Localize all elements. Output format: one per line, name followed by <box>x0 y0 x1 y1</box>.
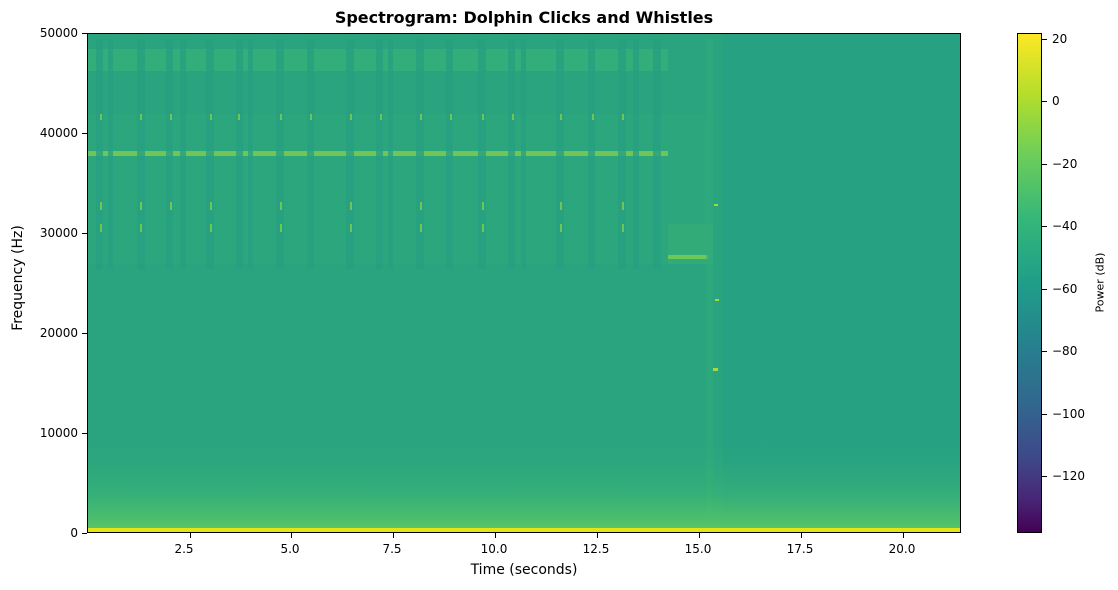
colorbar-label: Power (dB) <box>1093 252 1107 313</box>
y-tick-mark <box>82 433 87 434</box>
chart-title: Spectrogram: Dolphin Clicks and Whistles <box>334 8 714 27</box>
x-tick-label: 15.0 <box>684 542 712 556</box>
spectrogram-image <box>88 34 960 532</box>
x-tick-mark <box>903 533 904 538</box>
x-tick-label: 12.5 <box>582 542 610 556</box>
colorbar-tick-label: −20 <box>1052 157 1078 171</box>
colorbar-tick-mark <box>1042 101 1047 102</box>
colorbar-tick-mark <box>1042 289 1047 290</box>
x-axis-label: Time (seconds) <box>470 562 578 578</box>
x-tick-label: 10.0 <box>480 542 508 556</box>
y-tick-mark <box>82 33 87 34</box>
colorbar-tick-label: −120 <box>1052 469 1085 483</box>
colorbar-tick-mark <box>1042 164 1047 165</box>
x-tick-mark <box>495 533 496 538</box>
colorbar-tick-label: 0 <box>1052 94 1060 108</box>
colorbar-tick-mark <box>1042 39 1047 40</box>
colorbar-tick-label: −60 <box>1052 282 1078 296</box>
x-tick-label: 17.5 <box>786 542 814 556</box>
x-tick-label: 5.0 <box>280 542 300 556</box>
x-tick-label: 20.0 <box>888 542 916 556</box>
x-tick-mark <box>393 533 394 538</box>
x-tick-label: 7.5 <box>382 542 402 556</box>
y-tick-label: 10000 <box>39 426 78 440</box>
y-tick-mark <box>82 233 87 234</box>
colorbar-tick-label: −100 <box>1052 407 1085 421</box>
colorbar-tick-mark <box>1042 476 1047 477</box>
y-tick-label: 20000 <box>39 326 78 340</box>
y-tick-label: 0 <box>70 526 78 540</box>
colorbar-tick-label: −80 <box>1052 344 1078 358</box>
y-tick-mark <box>82 133 87 134</box>
colorbar-tick-label: −40 <box>1052 219 1078 233</box>
x-tick-mark <box>597 533 598 538</box>
colorbar-tick-mark <box>1042 226 1047 227</box>
x-tick-mark <box>291 533 292 538</box>
colorbar-tick-label: 20 <box>1052 32 1068 46</box>
y-tick-label: 50000 <box>39 26 78 40</box>
y-axis-label: Frequency (Hz) <box>10 225 26 331</box>
x-tick-label: 2.5 <box>174 542 194 556</box>
colorbar <box>1017 33 1042 533</box>
colorbar-tick-mark <box>1042 414 1047 415</box>
y-tick-mark <box>82 333 87 334</box>
x-tick-mark <box>699 533 700 538</box>
y-tick-label: 40000 <box>39 126 78 140</box>
colorbar-tick-mark <box>1042 351 1047 352</box>
x-tick-mark <box>801 533 802 538</box>
y-tick-label: 30000 <box>39 226 78 240</box>
y-tick-mark <box>82 533 87 534</box>
spectrogram-plot <box>87 33 961 533</box>
x-tick-mark <box>190 533 191 538</box>
